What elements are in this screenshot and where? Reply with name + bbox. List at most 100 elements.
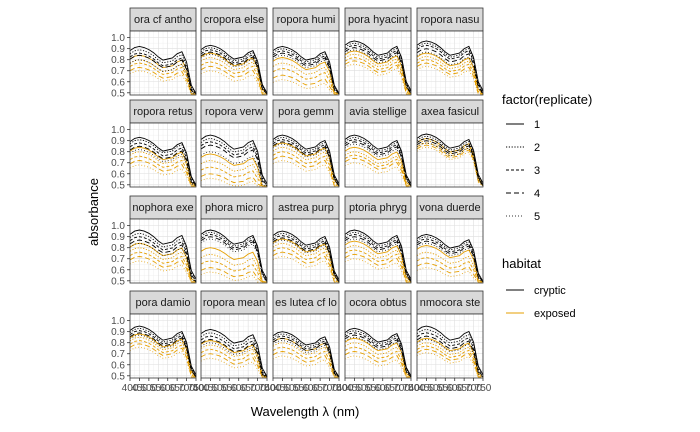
- legend-title-habitat: habitat: [502, 256, 541, 271]
- series-line-cryptic-3: [200, 141, 268, 187]
- series-line-cryptic-4: [344, 236, 412, 283]
- x-tick-label: 400: [193, 383, 210, 394]
- facet-title: astrea purp: [278, 202, 334, 214]
- y-tick-label: 0.9: [111, 327, 125, 338]
- series-line-exposed-5: [272, 256, 339, 283]
- series-line-cryptic-4: [416, 335, 484, 378]
- series-line-cryptic-2: [129, 327, 197, 377]
- x-tick-label: 650: [312, 383, 329, 394]
- x-tick-label: 650: [456, 383, 473, 394]
- series-line-cryptic-2: [416, 135, 484, 185]
- series-line-cryptic-5: [416, 142, 484, 187]
- panel-border: [416, 122, 484, 188]
- panel-border: [129, 218, 197, 284]
- panel-border: [416, 218, 484, 284]
- series-line-cryptic-4: [272, 237, 340, 283]
- series-line-exposed-3: [129, 155, 196, 187]
- series-line-exposed-5: [129, 70, 196, 95]
- x-tick-label: 750: [259, 383, 276, 394]
- facet-title: cropora else: [204, 14, 265, 26]
- x-tick-label: 450: [274, 383, 291, 394]
- series-line-exposed-2: [344, 53, 412, 95]
- series-line-cryptic-1: [200, 328, 268, 377]
- series-line-cryptic-1: [272, 45, 340, 94]
- x-tick-label: 700: [321, 383, 338, 394]
- series-line-exposed-1: [200, 247, 268, 283]
- series-line-cryptic-1: [272, 331, 340, 378]
- y-tick-label: 0.7: [111, 254, 125, 265]
- series-line-exposed-2: [272, 62, 339, 95]
- series-line-cryptic-3: [129, 52, 197, 95]
- x-tick-label: 450: [418, 383, 435, 394]
- series-line-exposed-2: [344, 151, 412, 187]
- x-tick-label: 750: [403, 383, 420, 394]
- series-line-cryptic-3: [200, 49, 268, 95]
- series-line-cryptic-4: [344, 47, 412, 95]
- x-tick-label: 700: [178, 383, 195, 394]
- series-line-exposed-2: [344, 245, 412, 283]
- x-tick-label: 500: [212, 383, 229, 394]
- panel-border: [129, 313, 197, 379]
- legend-title-replicate: factor(replicate): [502, 92, 592, 107]
- series-line-exposed-3: [416, 59, 484, 95]
- series-line-cryptic-3: [416, 44, 484, 94]
- series-line-exposed-2: [129, 336, 197, 378]
- legend-label-habitat: exposed: [534, 308, 576, 320]
- series-line-cryptic-4: [200, 144, 268, 187]
- x-tick-label: 400: [122, 383, 139, 394]
- facet-title: avia stellige: [349, 106, 406, 118]
- series-line-exposed-3: [272, 68, 339, 95]
- panel-border: [272, 218, 340, 284]
- facet-title: ora cf antho: [134, 14, 192, 26]
- series-line-cryptic-2: [344, 136, 412, 186]
- x-tick-label: 750: [188, 383, 205, 394]
- series-line-exposed-2: [416, 55, 484, 95]
- x-tick-label: 650: [169, 383, 186, 394]
- x-tick-label: 550: [365, 383, 382, 394]
- series-line-exposed-3: [272, 151, 340, 187]
- y-tick-label: 1.0: [111, 221, 125, 232]
- series-line-exposed-4: [200, 65, 267, 95]
- x-tick-label: 450: [202, 383, 219, 394]
- facet-title: nophora exe: [132, 202, 193, 214]
- series-line-exposed-5: [200, 271, 267, 283]
- series-line-exposed-1: [200, 153, 267, 187]
- series-line-cryptic-1: [344, 134, 412, 185]
- series-line-exposed-4: [416, 144, 484, 187]
- series-line-cryptic-3: [344, 332, 412, 378]
- panel-border: [344, 218, 412, 284]
- series-line-cryptic-3: [344, 233, 412, 282]
- series-line-exposed-2: [272, 342, 340, 378]
- y-tick-label: 1.0: [111, 316, 125, 327]
- x-tick-label: 550: [150, 383, 167, 394]
- series-line-exposed-2: [129, 247, 197, 283]
- series-line-exposed-2: [416, 251, 483, 283]
- series-line-exposed-5: [129, 346, 196, 378]
- series-line-cryptic-3: [129, 236, 197, 283]
- panel-border: [344, 313, 412, 379]
- x-tick-label: 500: [284, 383, 301, 394]
- series-line-cryptic-4: [272, 141, 340, 187]
- y-tick-label: 0.5: [111, 180, 125, 191]
- series-line-cryptic-3: [344, 44, 412, 94]
- series-line-exposed-4: [272, 74, 339, 95]
- series-line-exposed-2: [200, 57, 268, 95]
- series-line-cryptic-5: [200, 238, 268, 283]
- y-tick-label: 0.7: [111, 158, 125, 169]
- facet-panel: astrea purp: [272, 195, 340, 284]
- panel-border: [200, 30, 268, 96]
- x-tick-label: 600: [446, 383, 463, 394]
- series-line-cryptic-4: [129, 54, 197, 95]
- series-line-cryptic-4: [416, 48, 484, 95]
- facet-panel: ropora nasu: [416, 7, 484, 96]
- facet-title: pora hyacint: [348, 14, 408, 26]
- series-line-cryptic-5: [344, 49, 412, 95]
- panel-border: [344, 30, 412, 96]
- x-tick-label: 550: [437, 383, 454, 394]
- series-line-exposed-4: [344, 351, 411, 378]
- series-line-cryptic-2: [129, 139, 197, 187]
- series-line-cryptic-3: [344, 139, 412, 187]
- series-line-exposed-3: [129, 340, 197, 378]
- series-line-exposed-3: [344, 154, 411, 187]
